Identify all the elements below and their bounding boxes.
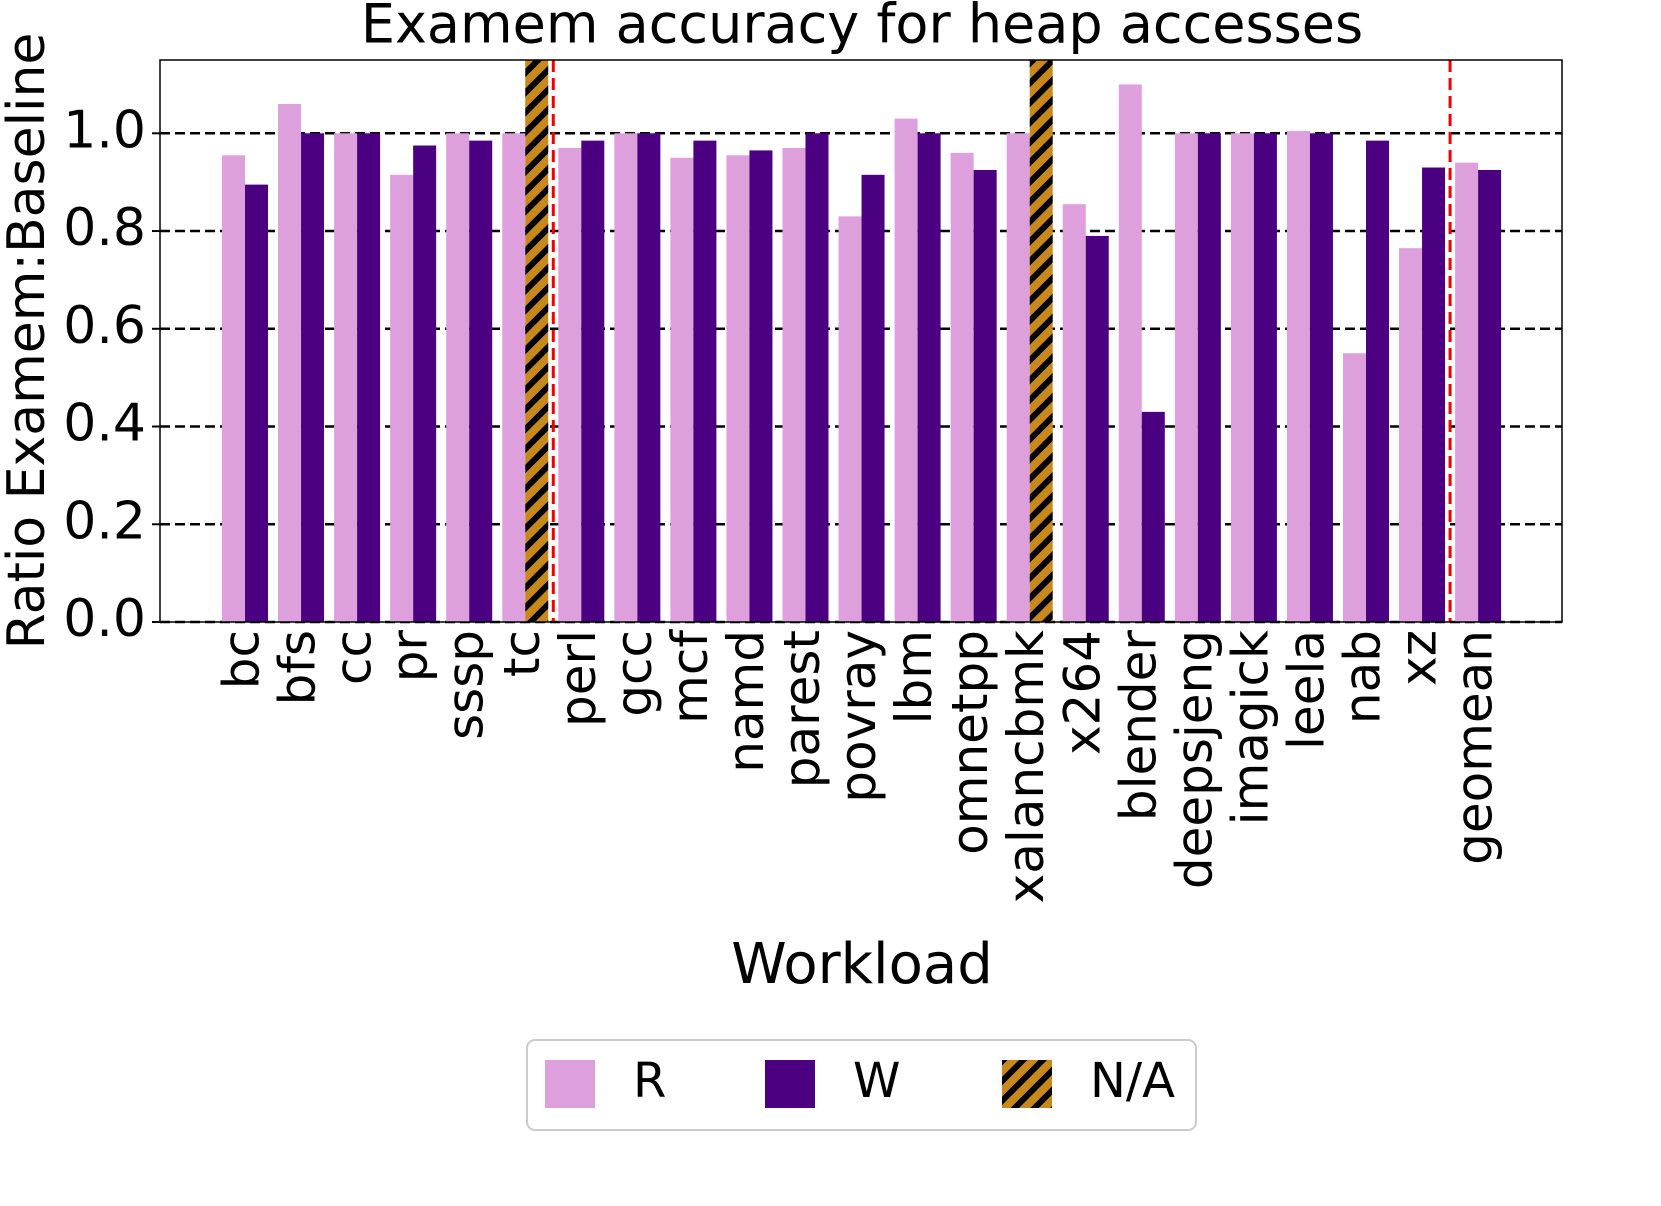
bar [614, 133, 638, 622]
x-tick-label: omnetpp [941, 630, 999, 855]
y-tick-label: 0.6 [63, 296, 146, 356]
bar [1422, 167, 1446, 622]
bar [1399, 248, 1423, 622]
bar [1029, 60, 1053, 622]
bar [334, 133, 358, 622]
x-tick-label: nab [1334, 630, 1392, 724]
x-axis-label: Workload [731, 932, 993, 997]
legend-swatch [1002, 1060, 1052, 1108]
bar [1062, 204, 1086, 622]
bar [1343, 353, 1366, 622]
x-tick-label: namd [717, 630, 775, 773]
bar [1253, 133, 1277, 622]
bar [1141, 411, 1165, 622]
y-tick-label: 0.0 [63, 589, 146, 649]
bar [413, 145, 437, 623]
bar [357, 133, 381, 622]
bar [245, 184, 268, 623]
legend-swatch [545, 1060, 595, 1108]
chart-title: Examem accuracy for heap accesses [361, 0, 1363, 56]
bar [637, 133, 661, 622]
bar [390, 174, 414, 622]
x-tick-label: povray [829, 630, 887, 803]
bar [1085, 235, 1109, 623]
x-tick-label: bfs [269, 630, 327, 705]
x-tick-label: sssp [437, 630, 495, 740]
bar [670, 157, 694, 622]
x-tick-label: bc [213, 630, 271, 689]
y-axis-label: Ratio Examem:Baseline [0, 33, 57, 650]
y-tick-label: 0.4 [63, 394, 146, 454]
bar [1478, 169, 1502, 622]
bar [446, 133, 470, 622]
x-tick-label: tc [493, 630, 551, 677]
bar [469, 140, 493, 623]
bar [894, 118, 918, 622]
legend-label: W [853, 1053, 900, 1109]
bar [917, 133, 941, 622]
x-tick-label: imagick [1221, 630, 1279, 825]
bar [301, 133, 325, 622]
bar [861, 174, 885, 622]
bar [693, 140, 717, 623]
y-tick-label: 1.0 [63, 100, 146, 160]
bar [1118, 84, 1142, 622]
x-tick-label: pr [381, 630, 439, 683]
bar [1309, 133, 1333, 622]
bar [805, 133, 829, 622]
x-tick-label: parest [773, 630, 831, 788]
bar [222, 155, 245, 622]
bar [838, 216, 862, 622]
bar [1197, 133, 1221, 622]
legend-label: R [633, 1053, 666, 1109]
legend-label: N/A [1090, 1053, 1175, 1109]
x-tick-label: xz [1390, 630, 1448, 686]
bar [950, 152, 974, 622]
bar [525, 60, 549, 622]
x-tick-label: leela [1277, 630, 1335, 750]
x-tick-label: x264 [1053, 630, 1111, 755]
x-tick-label: gcc [605, 630, 663, 717]
bar [1174, 133, 1198, 622]
x-tick-label: blender [1109, 630, 1167, 822]
x-tick-label: cc [325, 630, 383, 685]
bar [749, 150, 773, 622]
bar [278, 103, 302, 622]
legend-swatch [765, 1060, 815, 1108]
bar [782, 147, 806, 622]
bar [558, 147, 582, 622]
y-tick-label: 0.2 [63, 491, 146, 551]
bar [1006, 133, 1030, 622]
x-tick-label: geomean [1446, 630, 1504, 865]
x-tick-label: perl [549, 630, 607, 727]
x-tick-label: mcf [661, 629, 719, 724]
bar [1455, 162, 1479, 622]
x-tick-label: lbm [885, 630, 943, 724]
bar [726, 155, 750, 622]
bar [973, 169, 997, 622]
bar [581, 140, 605, 623]
bar [1366, 140, 1389, 623]
x-tick-label: deepsjeng [1165, 630, 1223, 889]
plot-frame [159, 59, 1563, 623]
x-tick-label: xalancbmk [997, 630, 1055, 903]
bar [1286, 130, 1310, 622]
bar [1230, 133, 1254, 622]
y-tick-label: 0.8 [63, 198, 146, 258]
bar [502, 133, 526, 622]
